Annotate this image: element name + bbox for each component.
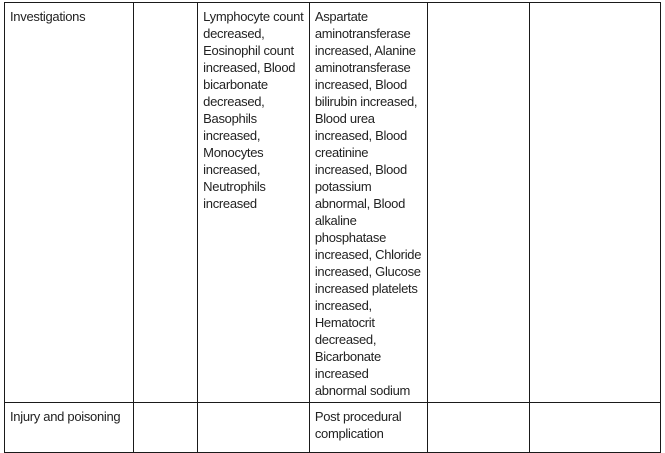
system-organ-class-cell: Injury and poisoning <box>4 402 134 453</box>
row-label: Injury and poisoning <box>10 409 121 424</box>
cell-text: Post procedural complication <box>314 409 402 441</box>
system-organ-class-cell: Investigations <box>4 2 134 403</box>
table-row: Investigations Lymphocyte count decrease… <box>4 2 661 403</box>
table-cell: Aspartate aminotransferase increased, Al… <box>308 2 428 403</box>
table-cell <box>197 402 310 453</box>
table-cell <box>426 2 531 403</box>
table-cell <box>529 402 661 453</box>
table-cell: Lymphocyte count decreased, Eosinophil c… <box>197 2 310 403</box>
table-cell: Post procedural complication <box>308 402 428 453</box>
cell-text: Aspartate aminotransferase increased, Al… <box>314 9 422 398</box>
row-label: Investigations <box>10 9 86 24</box>
table-row: Injury and poisoning Post procedural com… <box>4 402 661 453</box>
cell-text: Lymphocyte count decreased, Eosinophil c… <box>203 9 304 211</box>
table-cell <box>426 402 531 453</box>
table-cell <box>132 2 199 403</box>
table-cell <box>529 2 661 403</box>
adverse-events-table: Investigations Lymphocyte count decrease… <box>4 2 661 453</box>
table-cell <box>132 402 199 453</box>
